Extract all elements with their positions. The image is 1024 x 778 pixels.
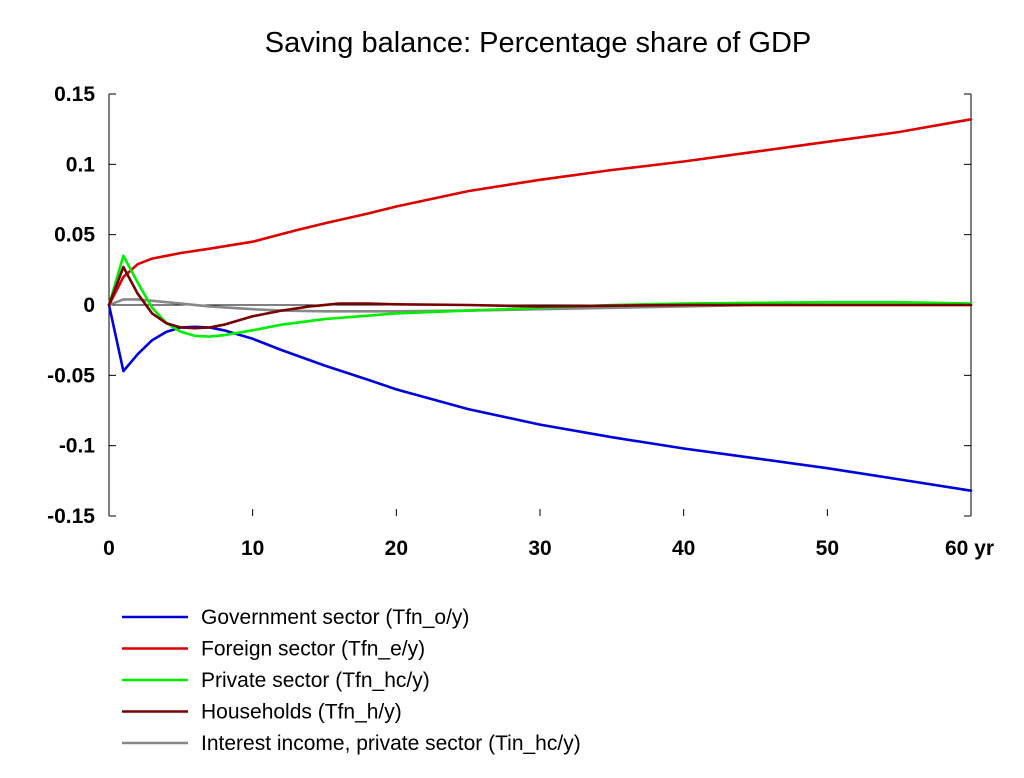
y-tick-label: 0.05 [54,224,95,247]
y-tick-label: -0.15 [47,505,95,528]
legend-label-2: Private sector (Tfn_hc/y) [201,669,430,692]
legend-label-4: Interest income, private sector (Tin_hc/… [201,732,581,755]
series-layer [107,118,973,492]
y-tick-label: -0.1 [59,435,96,458]
legend-label-0: Government sector (Tfn_o/y) [201,606,469,629]
chart-title: Saving balance: Percentage share of GDP [265,27,812,59]
axes: 0.15 0.1 0.05 0 -0.05 -0.1 -0.15 0 10 20 30 40 50 60 … [47,83,994,560]
y-tick-label: 0.1 [66,153,96,176]
x-tick-label: 60 yr [945,537,994,560]
series-line-3 [107,265,973,330]
x-tick-label: 30 [528,537,551,560]
y-tick-label: 0.15 [54,83,95,106]
y-tick-label: 0 [83,294,95,317]
series-line-0 [107,303,973,492]
x-tick-label: 20 [385,537,408,560]
x-tick-label: 0 [103,537,115,560]
series-line-1 [107,118,973,307]
x-tick-label: 10 [241,537,264,560]
x-tick-label: 50 [816,537,839,560]
legend: Government sector (Tfn_o/y) Foreign secto… [122,606,581,755]
y-tick-label: -0.05 [47,364,95,387]
legend-label-3: Households (Tfn_h/y) [201,701,402,724]
legend-label-1: Foreign sector (Tfn_e/y) [201,638,425,661]
series-line-2 [107,254,973,338]
x-tick-label: 40 [672,537,695,560]
